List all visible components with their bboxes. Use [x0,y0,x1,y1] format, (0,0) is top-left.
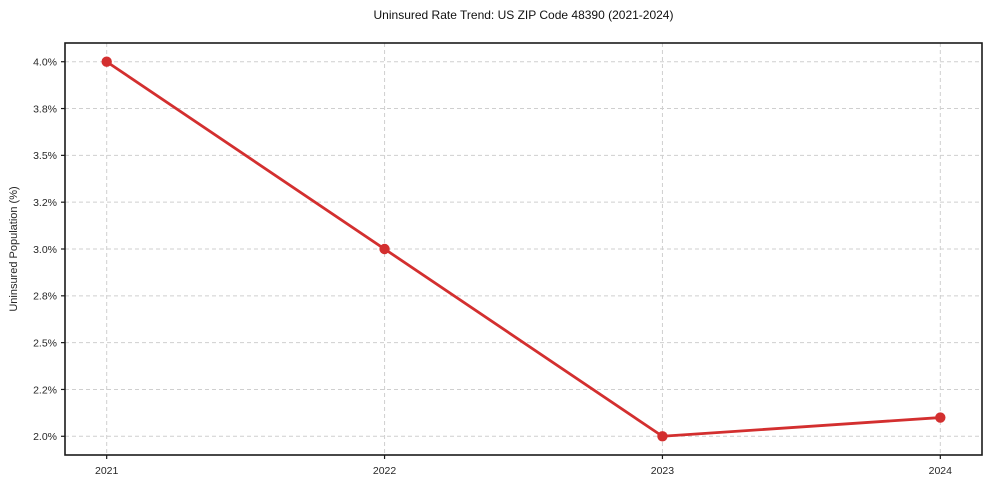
data-point-marker [379,243,390,255]
x-tick-label: 2023 [651,465,675,477]
data-point-marker [935,412,946,423]
y-tick-label: 2.8% [33,291,57,303]
y-tick-label: 3.8% [33,103,57,115]
y-tick-label: 4.0% [33,57,57,69]
y-tick-label: 2.5% [33,337,57,349]
trend-line [105,60,942,438]
y-tick-label: 2.0% [33,431,57,443]
data-point-marker [657,431,668,442]
x-tick-label: 2022 [373,465,397,477]
x-tick-label: 2024 [929,465,953,477]
y-tick-label: 3.2% [33,197,57,209]
chart-title: Uninsured Rate Trend: US ZIP Code 48390 … [373,8,674,22]
data-point-marker [101,56,112,67]
y-tick-label: 3.0% [33,244,57,256]
x-tick-label: 2021 [95,465,119,477]
y-tick-label: 3.5% [33,150,57,162]
y-tick-label: 2.2% [33,384,57,396]
